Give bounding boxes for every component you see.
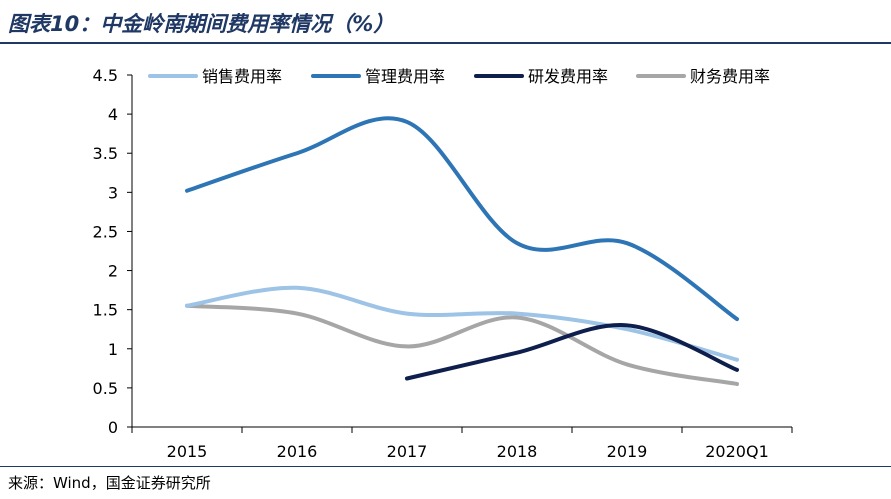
legend-label: 管理费用率 [365, 67, 445, 86]
x-tick-label: 2017 [387, 442, 428, 461]
legend: 销售费用率 管理费用率 研发费用率 财务费用率 [148, 67, 770, 86]
y-tick-label: 2.5 [93, 222, 118, 241]
x-tick-label: 2018 [497, 442, 538, 461]
y-tick-label: 4 [108, 105, 118, 124]
legend-label: 销售费用率 [202, 67, 282, 86]
x-axis: 2015 2016 2017 2018 2019 2020Q1 [131, 426, 793, 461]
series-line [185, 116, 739, 322]
title-divider [0, 42, 891, 44]
legend-item: 销售费用率 [148, 67, 282, 86]
y-tick-label: 0 [108, 418, 118, 437]
legend-item: 研发费用率 [474, 67, 608, 86]
y-tick-label: 1.5 [93, 301, 118, 320]
title-bar: 图表10：中金岭南期间费用率情况（%） [0, 0, 891, 42]
legend-label: 财务费用率 [690, 67, 770, 86]
series-line [185, 303, 739, 386]
x-tick-label: 2016 [277, 442, 318, 461]
y-axis: 0 0.5 1 1.5 2 2.5 3 3.5 4 4.5 [93, 66, 133, 437]
series-layer [185, 116, 739, 386]
legend-label: 研发费用率 [528, 67, 608, 86]
footer-divider [0, 466, 891, 467]
series-line [405, 323, 739, 381]
chart-title: 图表10：中金岭南期间费用率情况（%） [8, 12, 395, 36]
x-tick-label: 2019 [607, 442, 648, 461]
y-tick-label: 3 [108, 183, 118, 202]
y-tick-label: 1 [108, 340, 118, 359]
x-tick-label: 2015 [167, 442, 208, 461]
y-tick-label: 2 [108, 262, 118, 281]
y-tick-label: 3.5 [93, 144, 118, 163]
x-tick-label: 2020Q1 [705, 442, 769, 461]
y-tick-label: 0.5 [93, 379, 118, 398]
line-chart: 00.511.522.533.544.5 2015 2016 2017 2018 201… [93, 66, 793, 461]
legend-item: 管理费用率 [311, 67, 445, 86]
y-tick-label: 4.5 [93, 66, 118, 85]
legend-item: 财务费用率 [636, 67, 770, 86]
series-line [185, 285, 739, 362]
source-note: 来源：Wind，国金证券研究所 [8, 474, 211, 492]
